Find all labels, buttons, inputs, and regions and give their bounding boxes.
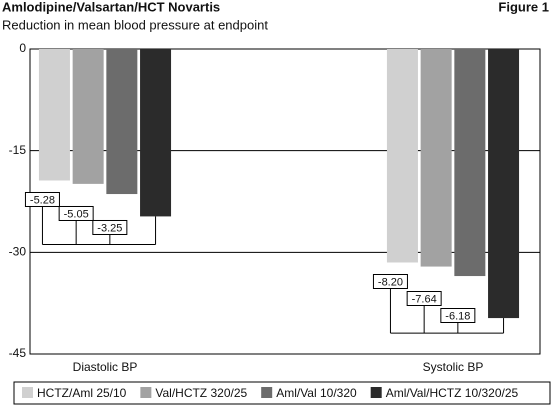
x-tick-label: Diastolic BP: [73, 360, 138, 374]
annotation-box: [372, 274, 408, 289]
bar: [386, 49, 418, 263]
legend-label: Val/HCTZ 320/25: [155, 386, 247, 400]
legend-swatch: [370, 387, 382, 398]
y-tick-label: -45: [9, 346, 27, 360]
annotation: -8.20: [378, 276, 403, 288]
annotation: -6.18: [445, 310, 470, 322]
bar: [140, 49, 172, 217]
bar: [38, 49, 70, 181]
annotation: -7.64: [412, 293, 437, 305]
legend-label: Aml/Val/HCTZ 10/320/25: [386, 386, 519, 400]
x-tick-label: Systolic BP: [423, 360, 484, 374]
annotation-box: [92, 219, 128, 235]
annotation-box: [24, 191, 60, 207]
chart-title: Amlodipine/Valsartan/HCT Novartis: [2, 0, 220, 14]
bar: [454, 49, 486, 277]
annotation-box: [58, 205, 94, 221]
annotation-box: [406, 291, 442, 306]
bar: [72, 49, 104, 184]
y-tick-label: -30: [9, 245, 27, 259]
annotation-box: [440, 308, 476, 323]
legend-label: Aml/Val 10/320: [276, 386, 357, 400]
bar: [488, 49, 520, 319]
y-tick-label: -15: [9, 143, 27, 157]
bar: [420, 49, 452, 267]
legend-label: HCTZ/Aml 25/10: [37, 386, 127, 400]
y-tick-label: 0: [19, 41, 26, 55]
annotation: -5.05: [64, 208, 89, 220]
legend-box: [13, 381, 551, 405]
legend-swatch: [22, 387, 33, 398]
legend-swatch: [140, 387, 152, 398]
annotation: -3.25: [97, 222, 122, 234]
annotation: -5.28: [30, 194, 55, 206]
bar: [106, 49, 138, 195]
legend-swatch: [261, 387, 273, 398]
figure-label: Figure 1: [498, 0, 549, 14]
chart-subtitle: Reduction in mean blood pressure at endp…: [2, 17, 268, 32]
